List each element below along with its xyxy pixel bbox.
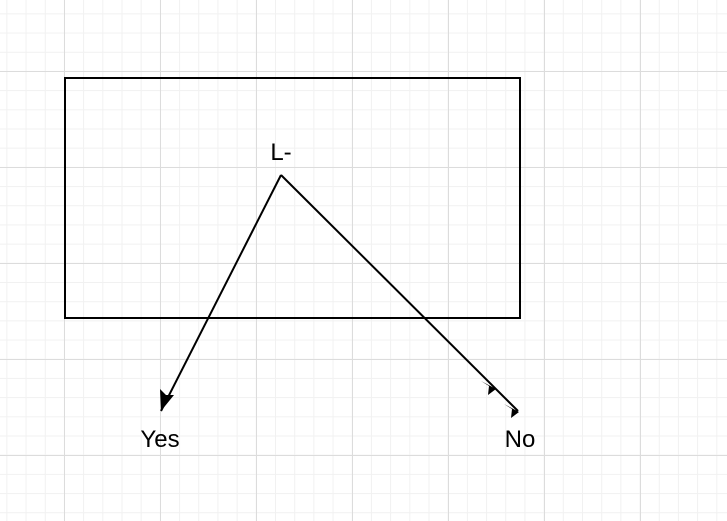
decision-box[interactable] bbox=[64, 77, 521, 319]
no-label: No bbox=[505, 426, 536, 453]
no-arrowhead-mid bbox=[481, 381, 496, 395]
yes-arrowhead bbox=[160, 389, 174, 411]
no-arrowhead bbox=[504, 404, 519, 418]
yes-label: Yes bbox=[140, 426, 179, 453]
no-arrow[interactable] bbox=[280, 174, 519, 412]
decision-label: L- bbox=[270, 139, 291, 166]
yes-arrow[interactable] bbox=[160, 174, 282, 412]
